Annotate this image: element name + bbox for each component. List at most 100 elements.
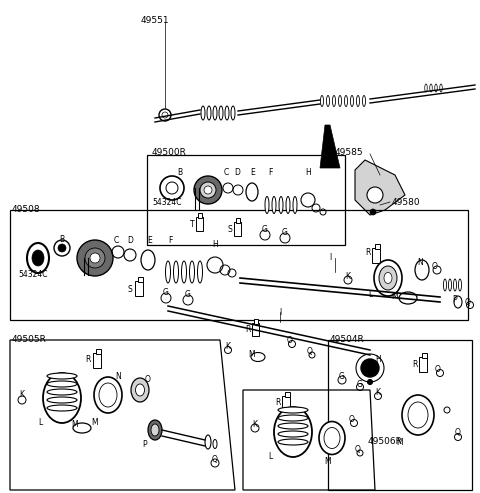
Ellipse shape	[440, 84, 442, 92]
Polygon shape	[320, 125, 340, 168]
Text: H: H	[375, 355, 381, 364]
Text: F: F	[268, 168, 272, 177]
Text: Q: Q	[465, 298, 471, 307]
Text: G: G	[262, 225, 268, 234]
Circle shape	[361, 359, 379, 377]
Text: B: B	[178, 168, 182, 177]
Text: R: R	[276, 398, 281, 407]
Bar	[419, 357, 427, 372]
Circle shape	[77, 240, 113, 276]
Ellipse shape	[293, 197, 297, 213]
Ellipse shape	[181, 261, 187, 283]
Text: K: K	[346, 272, 350, 281]
Ellipse shape	[99, 383, 117, 407]
Circle shape	[54, 240, 70, 256]
Ellipse shape	[345, 96, 348, 106]
Ellipse shape	[47, 389, 77, 395]
Text: M: M	[249, 350, 255, 359]
Text: K: K	[252, 420, 257, 429]
Text: T: T	[190, 220, 194, 229]
Text: I: I	[329, 253, 331, 262]
Text: L: L	[368, 290, 372, 299]
Text: O: O	[432, 262, 438, 271]
Text: H: H	[212, 240, 218, 249]
Text: Q: Q	[455, 428, 461, 437]
Ellipse shape	[425, 84, 427, 92]
Circle shape	[368, 380, 372, 385]
Ellipse shape	[265, 197, 269, 213]
Ellipse shape	[430, 84, 432, 92]
Text: R: R	[365, 248, 371, 257]
Ellipse shape	[197, 261, 203, 283]
Text: K: K	[20, 390, 24, 399]
Text: E: E	[251, 168, 255, 177]
Ellipse shape	[321, 96, 324, 106]
Circle shape	[200, 182, 216, 198]
Text: Q: Q	[307, 347, 313, 356]
Bar	[375, 244, 380, 249]
Text: 49500R: 49500R	[152, 148, 187, 157]
Bar	[138, 277, 143, 282]
Bar	[198, 213, 202, 218]
Text: G: G	[357, 380, 363, 389]
Text: L: L	[38, 418, 42, 427]
Bar	[93, 353, 101, 368]
Circle shape	[367, 187, 383, 203]
Ellipse shape	[435, 84, 437, 92]
Ellipse shape	[151, 424, 159, 436]
Ellipse shape	[207, 106, 211, 120]
Text: 49506R: 49506R	[368, 437, 403, 446]
Circle shape	[58, 244, 66, 252]
Text: Q: Q	[212, 455, 218, 464]
Polygon shape	[355, 160, 405, 215]
Ellipse shape	[272, 197, 276, 213]
Text: R: R	[85, 355, 91, 364]
Circle shape	[85, 248, 105, 268]
Text: S: S	[228, 225, 232, 234]
Text: 54324C: 54324C	[152, 198, 181, 207]
Ellipse shape	[135, 384, 144, 396]
Text: G: G	[185, 290, 191, 299]
Ellipse shape	[27, 243, 49, 273]
Bar	[372, 248, 380, 263]
Ellipse shape	[357, 96, 360, 106]
Ellipse shape	[47, 373, 77, 379]
Ellipse shape	[43, 373, 81, 423]
Ellipse shape	[384, 273, 392, 283]
Ellipse shape	[333, 96, 336, 106]
Text: N: N	[115, 372, 121, 381]
Ellipse shape	[444, 279, 446, 291]
Text: 49580: 49580	[392, 198, 420, 207]
Bar	[422, 353, 427, 358]
Text: 49505R: 49505R	[12, 335, 47, 344]
Ellipse shape	[286, 197, 290, 213]
Circle shape	[160, 176, 184, 200]
Ellipse shape	[47, 405, 77, 411]
Text: I: I	[279, 308, 281, 317]
Text: M: M	[396, 438, 403, 447]
Ellipse shape	[274, 407, 312, 457]
Bar	[234, 222, 241, 236]
Text: F: F	[168, 236, 172, 245]
Ellipse shape	[374, 260, 402, 296]
Text: G: G	[282, 228, 288, 237]
Ellipse shape	[225, 106, 229, 120]
Text: O: O	[145, 375, 151, 384]
Ellipse shape	[324, 427, 340, 449]
Ellipse shape	[205, 435, 211, 449]
Text: K: K	[375, 388, 381, 397]
Ellipse shape	[408, 402, 428, 428]
Ellipse shape	[454, 279, 456, 291]
Ellipse shape	[326, 96, 329, 106]
Circle shape	[166, 182, 178, 194]
Ellipse shape	[213, 439, 217, 449]
Ellipse shape	[231, 106, 235, 120]
Text: G: G	[163, 288, 169, 297]
Ellipse shape	[173, 261, 179, 283]
Text: 49551: 49551	[141, 16, 169, 25]
Bar	[236, 218, 240, 223]
Circle shape	[194, 176, 222, 204]
Circle shape	[204, 186, 212, 194]
Text: S: S	[128, 285, 132, 294]
Text: P: P	[453, 295, 457, 304]
